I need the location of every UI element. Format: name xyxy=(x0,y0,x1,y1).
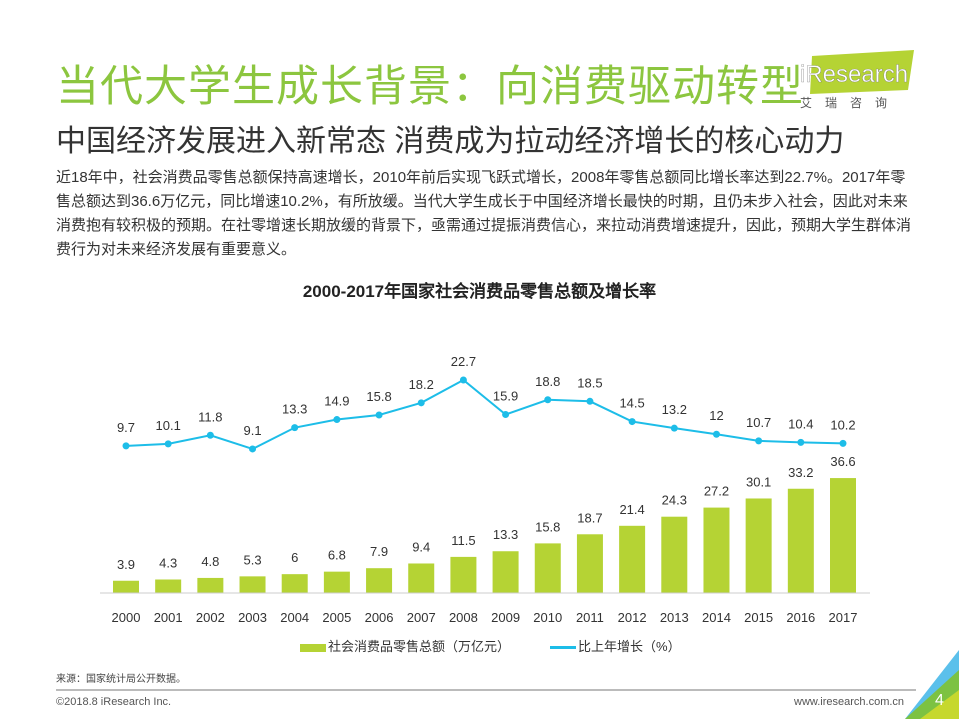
iresearch-logo: iResearch xyxy=(800,50,914,94)
copyright: ©2018.8 iResearch Inc. xyxy=(56,696,172,708)
logo-text: iResearch xyxy=(800,61,908,88)
website-url: www.iresearch.com.cn xyxy=(794,696,905,708)
page-number: 4 xyxy=(935,692,944,709)
page-subtitle: 中国经济发展进入新常态 消费成为拉动经济增长的核心动力 xyxy=(56,125,845,158)
body-text: 近18年中，社会消费品零售总额保持高速增长，2010年前后实现飞跃式增长，200… xyxy=(56,169,912,258)
legend-line-swatch xyxy=(550,646,577,650)
chart-title: 2000-2017年国家社会消费品零售总额及增长率 xyxy=(302,282,657,301)
legend: 社会消费品零售总额（万亿元） 比上年增长（%） xyxy=(300,636,681,655)
legend-item-bar: 社会消费品零售总额（万亿元） xyxy=(300,636,510,655)
logo-subtitle: 艾瑞咨询 xyxy=(800,96,901,110)
footer-divider xyxy=(56,689,916,691)
legend-bar-swatch xyxy=(300,643,326,652)
page-title: 当代大学生成长背景：向消费驱动转型 xyxy=(56,63,804,111)
legend-item-line: 比上年增长（%） xyxy=(550,636,681,655)
source-note: 来源：国家统计局公开数据。 xyxy=(56,674,186,685)
